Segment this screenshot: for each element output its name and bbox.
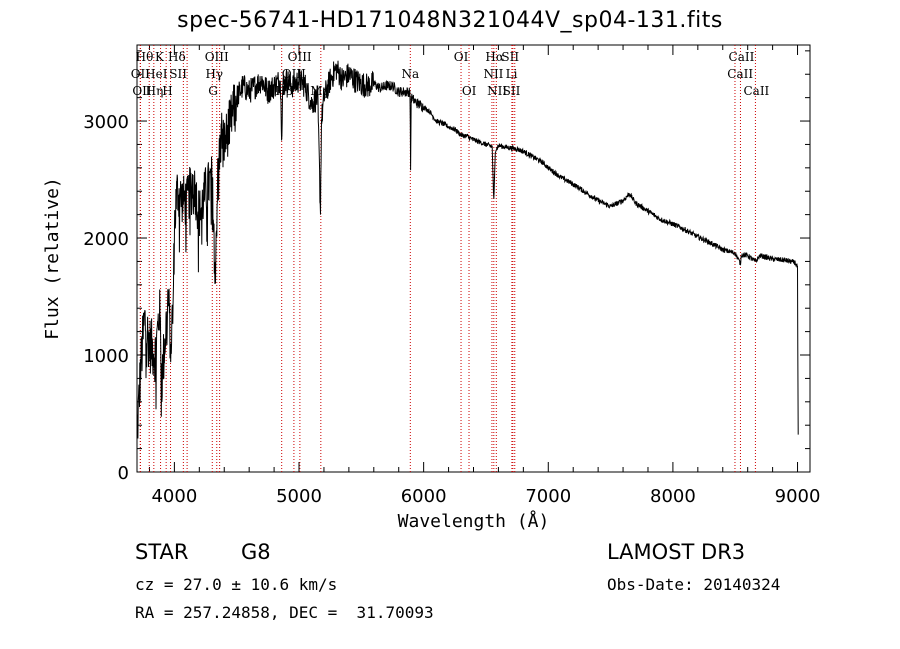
line-label: CaII (727, 67, 753, 81)
line-label: G (208, 84, 218, 98)
line-label: CaII (729, 50, 755, 64)
y-tick-label: 0 (118, 463, 129, 484)
y-tick-label: 1000 (83, 346, 129, 367)
line-label: SII (169, 67, 187, 81)
line-label: Hδ (168, 50, 186, 64)
line-label: SII (503, 84, 521, 98)
line-label: OII (131, 67, 151, 81)
obsdate-text: Obs-Date: 20140324 (607, 575, 781, 594)
line-label: Hγ (205, 67, 223, 81)
y-tick-label: 2000 (83, 229, 129, 250)
spectrum-line (136, 60, 799, 439)
line-label: Hα (485, 50, 504, 64)
x-tick-label: 8000 (650, 486, 696, 507)
line-label: OIII (205, 50, 229, 64)
y-axis-label: Flux (relative) (42, 177, 63, 340)
line-label: NII (483, 67, 503, 81)
line-label: Hθ (136, 50, 154, 64)
line-label: NII (487, 84, 507, 98)
survey-label: LAMOST DR3 (607, 540, 746, 564)
x-axis-label: Wavelength (Å) (398, 510, 550, 532)
x-tick-label: 4000 (151, 486, 197, 507)
subclass-label: G8 (241, 540, 271, 564)
line-label: Li (506, 67, 518, 81)
line-label: Hη (146, 84, 164, 98)
x-tick-label: 9000 (775, 486, 821, 507)
line-label: OI (462, 84, 477, 98)
line-label: K (155, 50, 165, 64)
chart-title: spec-56741-HD171048N321044V_sp04-131.fit… (177, 8, 723, 33)
line-label: OI (454, 50, 469, 64)
line-label: HeI (145, 67, 168, 81)
y-tick-label: 3000 (83, 112, 129, 133)
line-label: CaII (743, 84, 769, 98)
line-label: OIII (288, 50, 312, 64)
cz-text: cz = 27.0 ± 10.6 km/s (135, 575, 338, 594)
radec-text: RA = 257.24858, DEC = 31.70093 (135, 603, 434, 622)
x-tick-label: 5000 (276, 486, 322, 507)
class-label: STAR (135, 540, 189, 564)
x-tick-label: 6000 (401, 486, 447, 507)
line-label: H (162, 84, 172, 98)
x-tick-label: 7000 (525, 486, 571, 507)
line-label: SII (501, 50, 519, 64)
plot-frame (136, 44, 811, 473)
line-label: OII (132, 84, 152, 98)
line-label: Na (401, 67, 419, 81)
